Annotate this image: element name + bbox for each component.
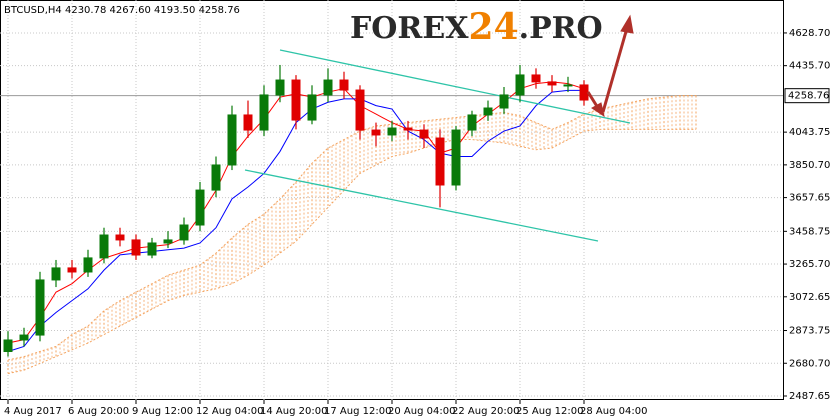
y-tick-label: 4435.70 xyxy=(789,61,830,72)
forecast-arrows xyxy=(586,14,634,118)
candle-body xyxy=(83,257,93,273)
watermark-part: FOREX xyxy=(350,11,469,46)
last-price-box xyxy=(784,88,830,104)
candle-body xyxy=(51,267,61,281)
x-tick-label: 12 Aug 04:00 xyxy=(196,406,263,417)
annotation-layer xyxy=(3,64,589,357)
watermark-part: .PRO xyxy=(519,11,603,46)
candle-body xyxy=(435,137,445,186)
candle-body xyxy=(339,79,349,91)
channel-line xyxy=(244,169,599,242)
y-tick-label: 3265.70 xyxy=(789,259,830,270)
x-tick-label: 20 Aug 04:00 xyxy=(388,406,455,417)
candle-body xyxy=(371,129,381,136)
candle-body xyxy=(227,114,237,166)
y-tick-label: 3850.70 xyxy=(789,160,830,171)
y-tick-label: 3657.65 xyxy=(789,193,830,204)
candle-body xyxy=(355,89,365,131)
candle-body xyxy=(211,164,221,191)
y-tick-label: 4043.75 xyxy=(789,127,830,138)
cloud-span xyxy=(7,94,696,361)
candle-body xyxy=(35,279,45,336)
arrow-head xyxy=(620,14,634,34)
candle-body xyxy=(243,114,253,131)
candle-body xyxy=(115,234,125,241)
symbol-header: BTCUSD,H4 4230.78 4267.60 4193.50 4258.7… xyxy=(4,5,240,16)
candle-body xyxy=(547,81,557,86)
candle-body xyxy=(3,339,13,353)
x-tick-label: 9 Aug 12:00 xyxy=(132,406,193,417)
candle-body xyxy=(195,189,205,226)
candle-body xyxy=(579,84,589,101)
candle-body xyxy=(67,267,77,273)
candle-body xyxy=(19,334,29,341)
candle-body xyxy=(483,107,493,116)
candle-body xyxy=(259,94,269,131)
watermark: FOREX24.PRO xyxy=(350,6,603,48)
watermark-part: 24 xyxy=(469,6,519,48)
x-tick-label: 28 Aug 04:00 xyxy=(580,406,647,417)
cloud-span xyxy=(7,128,696,375)
y-tick-label: 2873.75 xyxy=(789,326,830,337)
candle-body xyxy=(563,84,573,87)
arrow xyxy=(601,27,629,113)
candle-body xyxy=(387,127,397,136)
candle-body xyxy=(467,114,477,131)
last-price-label: 4258.76 xyxy=(788,91,829,102)
x-tick-label: 4 Aug 2017 xyxy=(4,406,62,417)
x-tick-label: 22 Aug 20:00 xyxy=(452,406,519,417)
candle-body xyxy=(131,239,141,256)
candle-body xyxy=(515,74,525,96)
candle-body xyxy=(403,127,413,131)
x-tick-label: 14 Aug 20:00 xyxy=(260,406,327,417)
y-tick-label: 4628.70 xyxy=(789,28,830,39)
channel-line xyxy=(279,49,631,124)
candle-body xyxy=(291,79,301,121)
candle-body xyxy=(147,242,157,256)
candle-body xyxy=(163,239,173,244)
candle-body xyxy=(531,74,541,83)
y-tick-label: 2487.65 xyxy=(789,391,830,402)
candle-body xyxy=(179,224,189,241)
x-tick-label: 17 Aug 12:00 xyxy=(324,406,391,417)
candle-body xyxy=(275,79,285,96)
x-tick-label: 6 Aug 20:00 xyxy=(68,406,129,417)
candle-body xyxy=(323,79,333,96)
x-tick-label: 25 Aug 12:00 xyxy=(516,406,583,417)
candle-body xyxy=(419,129,429,139)
y-tick-label: 3072.65 xyxy=(789,292,830,303)
candle-body xyxy=(499,94,509,109)
candle-body xyxy=(307,94,317,121)
candle-body xyxy=(451,129,461,186)
candle-body xyxy=(99,234,109,259)
y-tick-label: 3458.75 xyxy=(789,226,830,237)
y-tick-label: 2680.70 xyxy=(789,358,830,369)
